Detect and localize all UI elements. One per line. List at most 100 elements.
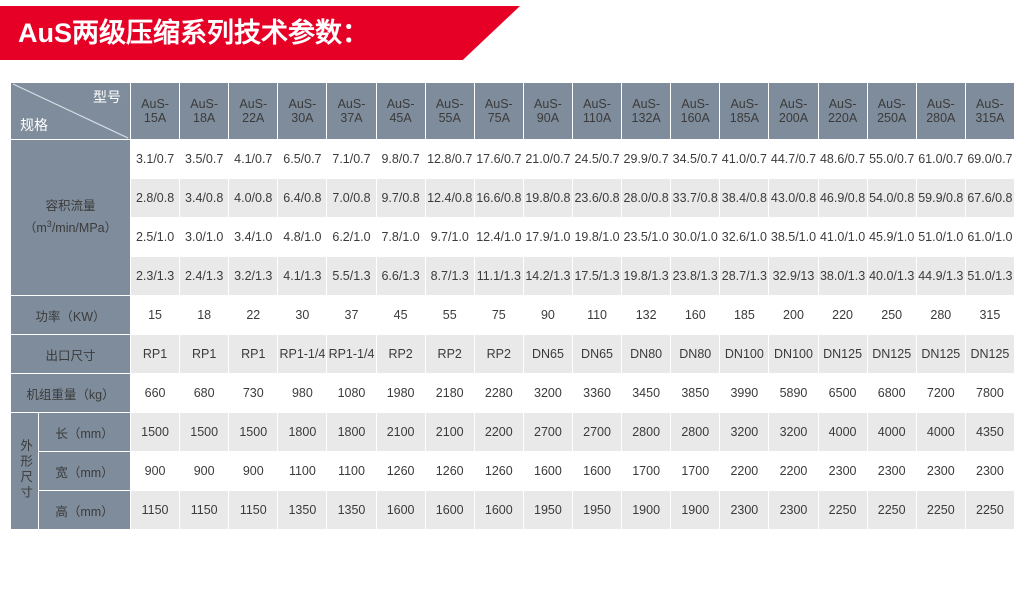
model-header-12: AuS-160A <box>670 82 721 140</box>
dimension-name-3: 高（mm） <box>38 490 131 530</box>
power-cell-7: 55 <box>424 295 475 335</box>
flow-cell-1.0-1: 2.5/1.0 <box>129 217 181 257</box>
weight-cell-14: 5890 <box>768 373 819 413</box>
outlet-cell-16: DN125 <box>866 334 917 374</box>
dimension-cell-2-12: 1700 <box>670 451 721 491</box>
power-cell-9: 90 <box>522 295 573 335</box>
diagonal-divider-icon <box>12 83 129 139</box>
flow-cell-0.7-2: 3.5/0.7 <box>179 139 230 179</box>
model-header-16: AuS-250A <box>866 82 917 140</box>
power-cell-11: 132 <box>621 295 672 335</box>
flow-cell-1.0-10: 19.8/1.0 <box>571 217 623 257</box>
dimension-cell-2-14: 2200 <box>768 451 819 491</box>
flow-cell-1.3-11: 19.8/1.3 <box>621 256 672 296</box>
outlet-cell-8: RP2 <box>473 334 524 374</box>
weight-cell-2: 680 <box>179 373 230 413</box>
flow-cell-1.0-9: 17.9/1.0 <box>522 217 573 257</box>
flow-cell-1.0-5: 6.2/1.0 <box>326 217 377 257</box>
weight-cell-17: 7200 <box>915 373 966 413</box>
flow-cell-0.7-11: 29.9/0.7 <box>621 139 672 179</box>
power-cell-6: 45 <box>375 295 426 335</box>
dimension-cell-2-9: 1600 <box>522 451 573 491</box>
dimension-cell-3-15: 2250 <box>817 490 868 530</box>
weight-cell-15: 6500 <box>817 373 868 413</box>
dimension-cell-1-10: 2700 <box>571 412 623 452</box>
dimension-cell-2-7: 1260 <box>424 451 475 491</box>
page-title: AuS两级压缩系列技术参数： <box>18 18 369 48</box>
row-label-unit-weight: 机组重量（kg） <box>10 373 131 413</box>
outlet-cell-15: DN125 <box>817 334 868 374</box>
power-cell-4: 30 <box>277 295 328 335</box>
dimension-cell-3-8: 1600 <box>473 490 524 530</box>
model-header-14: AuS-200A <box>768 82 819 140</box>
flow-cell-0.7-16: 55.0/0.7 <box>866 139 917 179</box>
flow-cell-0.7-8: 17.6/0.7 <box>473 139 524 179</box>
flow-cell-1.0-16: 45.9/1.0 <box>866 217 917 257</box>
outlet-cell-18: DN125 <box>964 334 1015 374</box>
dimension-cell-3-4: 1350 <box>277 490 328 530</box>
dimension-cell-3-17: 2250 <box>915 490 966 530</box>
model-header-18: AuS-315A <box>964 82 1015 140</box>
flow-cell-0.7-14: 44.7/0.7 <box>768 139 819 179</box>
flow-cell-0.7-13: 41.0/0.7 <box>719 139 770 179</box>
power-cell-8: 75 <box>473 295 524 335</box>
flow-unit-exponent: 3 <box>46 218 52 229</box>
weight-cell-7: 2180 <box>424 373 475 413</box>
dimension-cell-1-6: 2100 <box>375 412 426 452</box>
flow-row-1.0: 2.5/1.0 3.0/1.0 3.4/1.0 4.8/1.0 6.2/1.0 7.8/1… <box>11 217 1015 257</box>
flow-cell-1.0-18: 61.0/1.0 <box>964 217 1015 257</box>
flow-cell-1.0-12: 30.0/1.0 <box>670 217 721 257</box>
flow-cell-0.7-5: 7.1/0.7 <box>326 139 377 179</box>
outlet-cell-3: RP1 <box>228 334 279 374</box>
model-header-4: AuS-30A <box>277 82 328 140</box>
flow-row-0.7: 容积流量 （m3/min/MPa） 3.1/0.7 3.5/0.7 4.1/0.7 6.5… <box>10 139 1015 296</box>
dimension-cell-3-2: 1150 <box>179 490 230 530</box>
dimension-cell-1-17: 4000 <box>915 412 966 452</box>
dimension-cell-3-13: 2300 <box>719 490 770 530</box>
flow-cell-1.0-2: 3.0/1.0 <box>179 217 230 257</box>
flow-cell-0.7-12: 34.5/0.7 <box>670 139 721 179</box>
weight-cell-5: 1080 <box>326 373 377 413</box>
corner-header-cell: 型号 规格 <box>10 82 131 140</box>
flow-cell-0.7-18: 69.0/0.7 <box>964 139 1015 179</box>
flow-cell-0.8-6: 9.7/0.8 <box>375 178 426 218</box>
power-cell-3: 22 <box>228 295 279 335</box>
dimension-cell-3-14: 2300 <box>768 490 819 530</box>
flow-cell-1.0-6: 7.8/1.0 <box>375 217 426 257</box>
flow-cell-0.8-17: 59.9/0.8 <box>915 178 966 218</box>
weight-cell-18: 7800 <box>964 373 1015 413</box>
dimension-cell-3-3: 1150 <box>228 490 279 530</box>
dimension-cell-2-15: 2300 <box>817 451 868 491</box>
dimension-cell-1-2: 1500 <box>179 412 230 452</box>
flow-cell-0.8-13: 38.4/0.8 <box>719 178 770 218</box>
flow-row-1.3: 2.3/1.3 2.4/1.3 3.2/1.3 4.1/1.3 5.5/1.3 6.6/1… <box>11 256 1015 296</box>
outlet-cell-4: RP1-1/4 <box>277 334 328 374</box>
dimension-cell-1-7: 2100 <box>424 412 475 452</box>
weight-cell-1: 660 <box>129 373 181 413</box>
weight-cell-3: 730 <box>228 373 279 413</box>
model-header-6: AuS-45A <box>375 82 426 140</box>
flow-cell-0.8-10: 23.6/0.8 <box>571 178 623 218</box>
dimension-cell-1-11: 2800 <box>621 412 672 452</box>
dimension-cell-1-8: 2200 <box>473 412 524 452</box>
specification-table: 型号 规格 AuS-15A AuS-18A AuS-22A AuS-30A AuS-37A A… <box>10 82 1015 530</box>
flow-cell-0.8-12: 33.7/0.8 <box>670 178 721 218</box>
dimension-cell-3-9: 1950 <box>522 490 573 530</box>
dimension-cell-3-18: 2250 <box>964 490 1015 530</box>
dimension-cell-2-3: 900 <box>228 451 279 491</box>
dimension-cell-2-2: 900 <box>179 451 230 491</box>
flow-cell-0.8-16: 54.0/0.8 <box>866 178 917 218</box>
flow-cell-0.7-4: 6.5/0.7 <box>277 139 328 179</box>
flow-cell-1.3-15: 38.0/1.3 <box>817 256 868 296</box>
flow-cell-1.3-10: 17.5/1.3 <box>571 256 623 296</box>
flow-cell-0.7-17: 61.0/0.7 <box>915 139 966 179</box>
flow-cell-1.3-2: 2.4/1.3 <box>179 256 230 296</box>
flow-cell-1.0-17: 51.0/1.0 <box>915 217 966 257</box>
dimension-cell-1-15: 4000 <box>817 412 868 452</box>
row-label-outlet-size: 出口尺寸 <box>10 334 131 374</box>
dimension-cell-3-12: 1900 <box>670 490 721 530</box>
row-label-volumetric-flow: 容积流量 （m3/min/MPa） <box>10 139 131 296</box>
flow-cell-0.8-3: 4.0/0.8 <box>228 178 279 218</box>
dimension-cell-2-1: 900 <box>129 451 181 491</box>
flow-cell-1.3-17: 44.9/1.3 <box>915 256 966 296</box>
